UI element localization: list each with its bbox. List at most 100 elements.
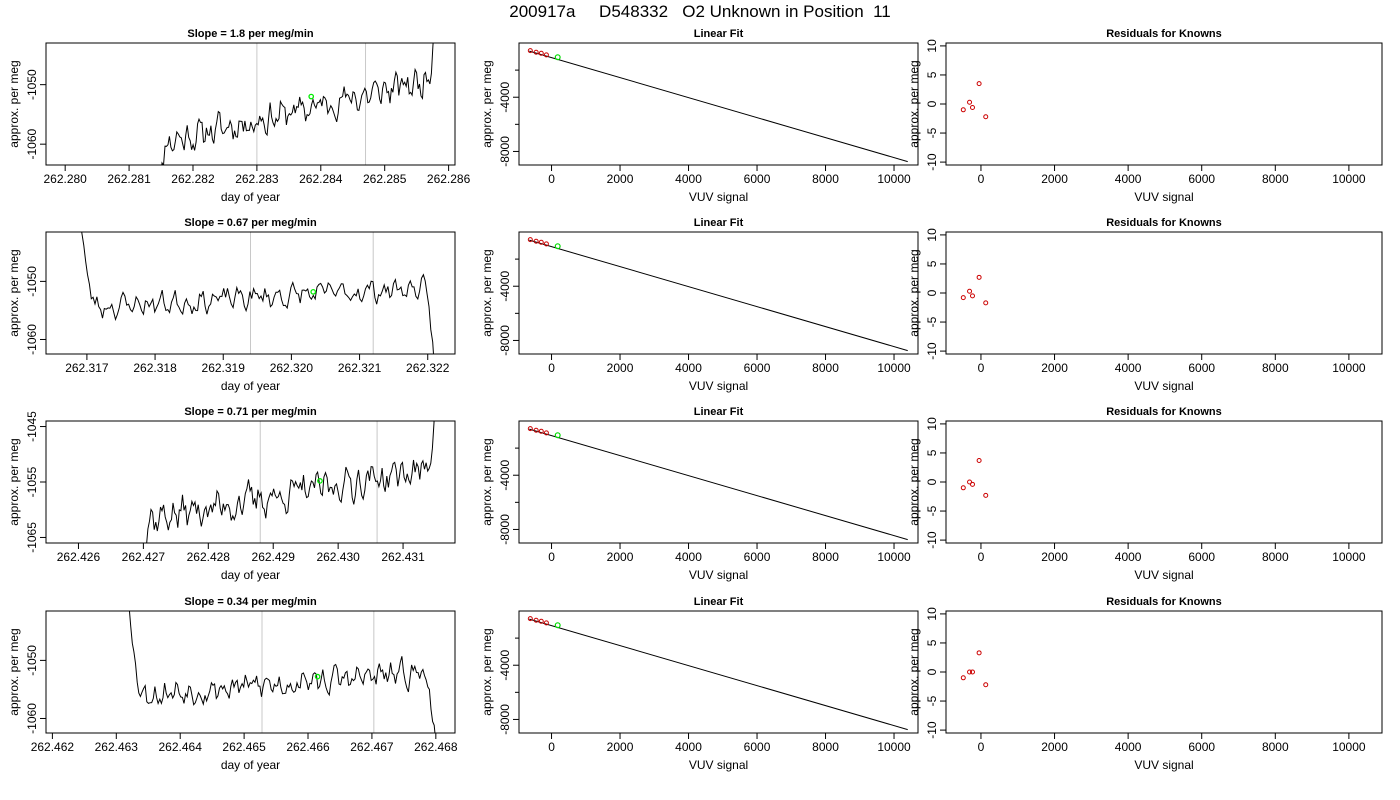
- slope-2-xtick-label: 262.319: [202, 361, 246, 375]
- linear-fit-3-title: Linear Fit: [694, 406, 744, 418]
- slope-1-title: Slope = 1.8 per meg/min: [187, 28, 314, 40]
- linear-fit-2-fit-line: [529, 239, 908, 352]
- slope-3-xtick-label: 262.430: [316, 550, 360, 564]
- residuals-3-xtick-label: 8000: [1262, 550, 1289, 564]
- residuals-4-residual-point: [967, 669, 973, 675]
- linear-fit-1-ylabel: approx. per meg: [480, 60, 494, 147]
- linear-fit-1-ytick-label: -8000: [498, 136, 512, 167]
- linear-fit-4-plot-area: [527, 616, 908, 731]
- linear-fit-4-xtick-label: 8000: [812, 740, 839, 754]
- slope-3-ytick-label: -1055: [25, 466, 39, 497]
- residuals-1-frame: [945, 42, 1383, 166]
- residuals-1-title: Residuals for Knowns: [1106, 28, 1222, 40]
- slope-3-highlight-point: [317, 478, 323, 484]
- linear-fit-3-known-point: [543, 430, 549, 436]
- slope-1-trace: [161, 43, 434, 165]
- slope-3-ytick-label: -1065: [25, 522, 39, 553]
- linear-fit-4-known-point: [538, 618, 544, 624]
- residuals-2-residual-point: [967, 288, 973, 294]
- slope-4-xtick-label: 262.467: [350, 740, 394, 754]
- residuals-3-ytick-label: -5: [925, 505, 939, 516]
- slope-2-ytick-label: -1050: [25, 266, 39, 297]
- page-title: 200917a D548332 O2 Unknown in Position 1…: [509, 2, 891, 21]
- linear-fit-3-xtick-label: 8000: [812, 550, 839, 564]
- linear-fit-4-ytick-label: -4000: [498, 650, 512, 681]
- linear-fit-3-xtick-label: 0: [548, 550, 555, 564]
- linear-fit-2-known-point: [538, 239, 544, 245]
- linear-fit-1-known-point: [538, 50, 544, 56]
- linear-fit-4-xtick-label: 6000: [744, 740, 771, 754]
- slope-3-trace: [146, 421, 435, 543]
- linear-fit-3-frame: [518, 420, 919, 544]
- slope-3-ylabel: approx. per meg: [7, 438, 21, 525]
- residuals-4-residual-point: [969, 669, 975, 675]
- slope-2-title: Slope = 0.67 per meg/min: [184, 217, 317, 229]
- residuals-3-xtick-label: 2000: [1041, 550, 1068, 564]
- slope-4-xtick-label: 262.463: [95, 740, 139, 754]
- slope-2-xtick-label: 262.322: [406, 361, 450, 375]
- linear-fit-1-known-point: [533, 49, 539, 55]
- slope-1-xtick-label: 262.281: [107, 172, 151, 186]
- residuals-1-xtick-label: 4000: [1115, 172, 1142, 186]
- slope-2-xtick-label: 262.321: [338, 361, 382, 375]
- slope-3-panel: Slope = 0.71 per meg/min day of year appro…: [7, 406, 456, 582]
- slope-2-xtick-label: 262.317: [65, 361, 109, 375]
- linear-fit-3-xtick-label: 4000: [675, 550, 702, 564]
- residuals-4-xtick-label: 4000: [1115, 740, 1142, 754]
- residuals-1-ytick-label: 5: [925, 71, 939, 78]
- linear-fit-1-xtick-label: 4000: [675, 172, 702, 186]
- linear-fit-1-xtick-label: 8000: [812, 172, 839, 186]
- residuals-2-xlabel: VUV signal: [1134, 379, 1193, 393]
- slope-4-xtick-label: 262.466: [286, 740, 330, 754]
- slope-1-ylabel: approx. per meg: [7, 60, 21, 147]
- linear-fit-4-panel: Linear Fit VUV signal approx. per meg 0 2000…: [480, 596, 919, 772]
- residuals-4-ytick-label: -10: [925, 721, 939, 739]
- linear-fit-1-known-point: [543, 52, 549, 58]
- residuals-3-plot-area: [960, 458, 989, 498]
- residuals-3-xtick-label: 0: [978, 550, 985, 564]
- residuals-1-xtick-label: 10000: [1332, 172, 1366, 186]
- residuals-2-xtick-label: 6000: [1188, 361, 1215, 375]
- slope-1-highlight-point: [308, 93, 315, 100]
- linear-fit-4-known-point: [543, 620, 549, 626]
- linear-fit-4-fit-line: [529, 618, 908, 731]
- linear-fit-1-known-point: [527, 48, 533, 54]
- residuals-4-xtick-label: 10000: [1332, 740, 1366, 754]
- linear-fit-3-xtick-label: 2000: [607, 550, 634, 564]
- linear-fit-2-title: Linear Fit: [694, 217, 744, 229]
- residuals-4-ytick-label: -5: [925, 695, 939, 706]
- residuals-2-xtick-label: 0: [978, 361, 985, 375]
- residuals-4-panel: Residuals for Knowns VUV signal approx. pe…: [907, 596, 1383, 772]
- linear-fit-4-xlabel: VUV signal: [689, 758, 748, 772]
- residuals-2-ylabel: approx. per meg: [907, 249, 921, 336]
- slope-3-plot-area: [146, 421, 435, 543]
- linear-fit-2-xtick-label: 2000: [607, 361, 634, 375]
- residuals-1-xtick-label: 6000: [1188, 172, 1215, 186]
- slope-4-highlight-point: [314, 673, 321, 680]
- linear-fit-1-panel: Linear Fit VUV signal approx. per meg 0 2000…: [480, 28, 919, 204]
- residuals-3-panel: Residuals for Knowns VUV signal approx. pe…: [907, 406, 1383, 582]
- slope-4-panel: Slope = 0.34 per meg/min day of year appro…: [7, 596, 458, 772]
- linear-fit-3-known-point: [527, 426, 533, 432]
- linear-fit-1-unknown-point: [554, 54, 561, 61]
- slope-2-frame: [45, 231, 456, 355]
- residuals-3-residual-point: [960, 485, 966, 491]
- linear-fit-2-xtick-label: 10000: [877, 361, 911, 375]
- slope-3-ytick-label: -1045: [25, 411, 39, 442]
- residuals-4-xtick-label: 8000: [1262, 740, 1289, 754]
- linear-fit-2-ytick-label: -8000: [498, 325, 512, 356]
- residuals-4-frame: [945, 610, 1383, 734]
- slope-4-ytick-label: -1060: [25, 703, 39, 734]
- residuals-2-ytick-label: 5: [925, 260, 939, 267]
- slope-2-trace: [81, 232, 434, 354]
- residuals-4-plot-area: [960, 650, 989, 688]
- slope-1-xlabel: day of year: [221, 190, 280, 204]
- slope-2-ylabel: approx. per meg: [7, 249, 21, 336]
- residuals-2-ytick-label: -5: [925, 316, 939, 327]
- linear-fit-3-ytick-label: -8000: [498, 514, 512, 545]
- linear-fit-3-xlabel: VUV signal: [689, 568, 748, 582]
- residuals-1-residual-point: [969, 104, 975, 110]
- slope-3-xtick-label: 262.431: [381, 550, 425, 564]
- linear-fit-3-xtick-label: 10000: [877, 550, 911, 564]
- linear-fit-1-title: Linear Fit: [694, 28, 744, 40]
